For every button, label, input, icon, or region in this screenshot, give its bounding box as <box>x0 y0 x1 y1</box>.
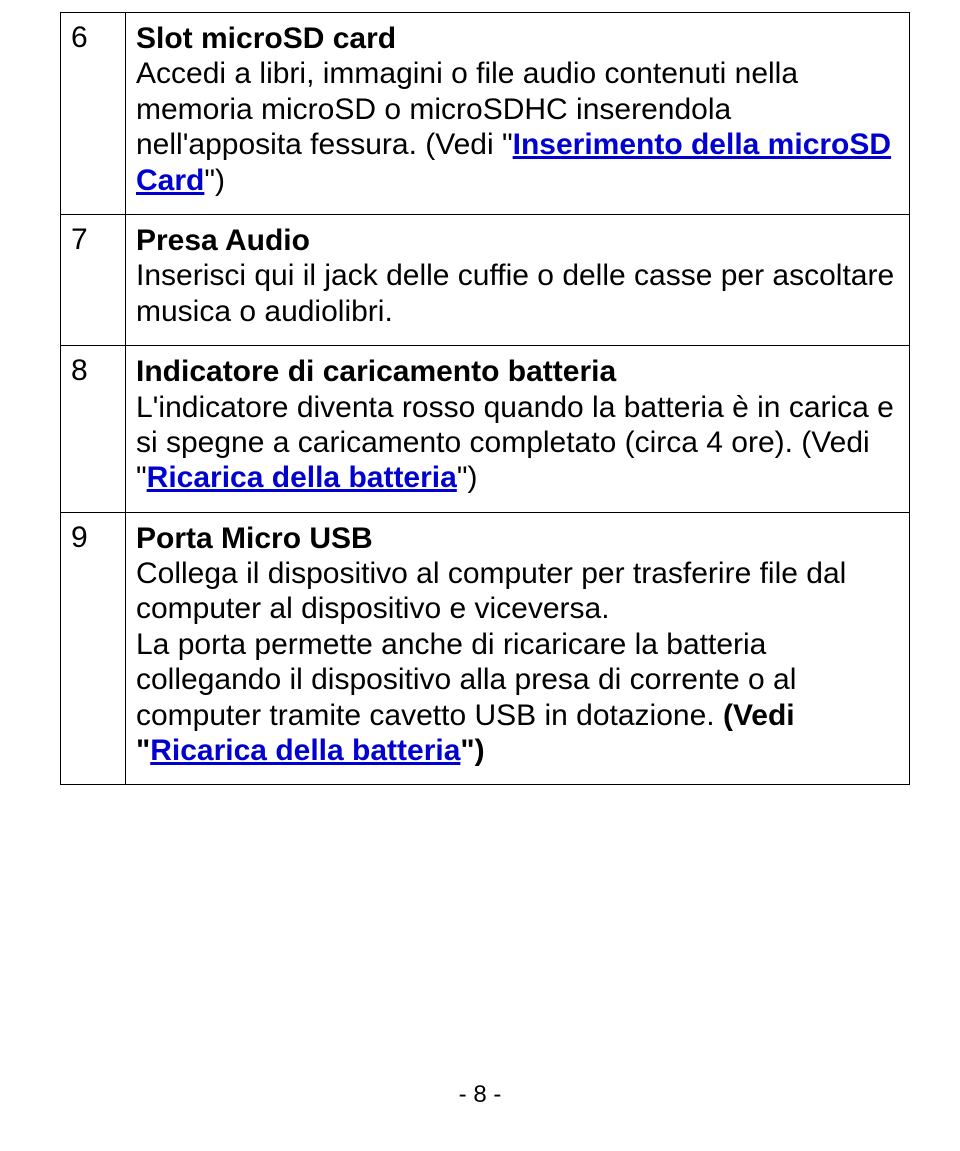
row-title: Indicatore di caricamento batteria <box>136 355 616 388</box>
row-number: 8 <box>61 346 126 513</box>
table-row: 6 Slot microSD card Accedi a libri, imma… <box>61 13 910 215</box>
row-body-after: ") <box>457 461 478 494</box>
table-row: 7 Presa Audio Inserisci qui il jack dell… <box>61 214 910 345</box>
row-title: Presa Audio <box>136 224 310 257</box>
row-title: Slot microSD card <box>136 22 396 55</box>
row-body-after: ") <box>460 734 484 767</box>
row-content: Porta Micro USB Collega il dispositivo a… <box>126 512 910 785</box>
link-ricarica-batteria-2[interactable]: Ricarica della batteria <box>150 734 460 767</box>
row-body: Inserisci qui il jack delle cuffie o del… <box>136 259 894 327</box>
row-number: 9 <box>61 512 126 785</box>
row-content: Slot microSD card Accedi a libri, immagi… <box>126 13 910 215</box>
row-body: Collega il dispositivo al computer per t… <box>136 557 846 625</box>
row-body-after: ") <box>204 164 225 197</box>
table-row: 8 Indicatore di caricamento batteria L'i… <box>61 346 910 513</box>
row-body2: La porta permette anche di ricaricare la… <box>136 628 796 732</box>
table-row: 9 Porta Micro USB Collega il dispositivo… <box>61 512 910 785</box>
row-title: Porta Micro USB <box>136 522 373 555</box>
row-number: 6 <box>61 13 126 215</box>
row-content: Presa Audio Inserisci qui il jack delle … <box>126 214 910 345</box>
link-ricarica-batteria[interactable]: Ricarica della batteria <box>147 461 457 494</box>
content-table: 6 Slot microSD card Accedi a libri, imma… <box>60 12 910 785</box>
page-number: - 8 - <box>0 1081 960 1109</box>
row-number: 7 <box>61 214 126 345</box>
row-content: Indicatore di caricamento batteria L'ind… <box>126 346 910 513</box>
